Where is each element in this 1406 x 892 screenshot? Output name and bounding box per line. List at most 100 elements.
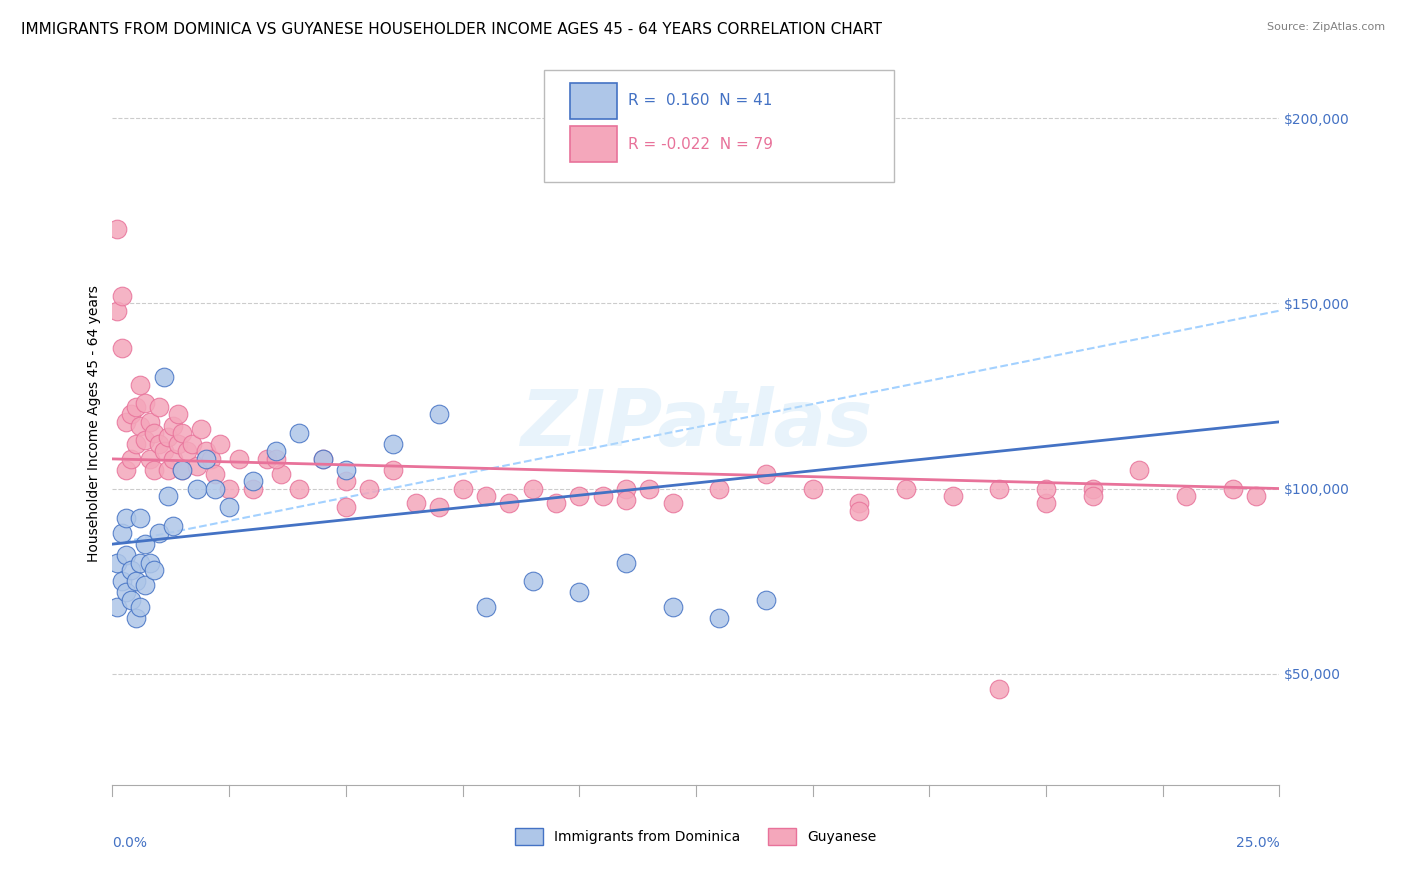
Point [153,370,176,384]
Point [1081,489,1104,503]
Point [614,492,637,507]
Point [115,415,138,429]
Point [157,430,180,444]
Point [105,303,128,318]
Point [115,463,138,477]
Point [1175,489,1198,503]
Point [242,474,264,488]
Point [143,563,166,577]
Point [755,467,778,481]
Point [105,222,128,236]
Point [288,482,311,496]
Point [661,600,683,615]
Point [1081,482,1104,496]
Point [120,563,142,577]
Point [894,482,917,496]
Point [134,537,156,551]
Point [129,556,152,570]
Point [208,437,231,451]
Point [194,444,217,458]
Point [148,526,170,541]
Point [115,548,138,562]
Point [204,467,226,481]
Y-axis label: Householder Income Ages 45 - 64 years: Householder Income Ages 45 - 64 years [87,285,101,562]
Point [153,444,176,458]
Point [105,556,128,570]
Point [1128,463,1150,477]
Point [186,482,208,496]
Point [801,482,824,496]
Point [200,451,222,466]
Point [1222,482,1244,496]
Point [125,437,148,451]
Point [242,482,264,496]
Point [162,518,184,533]
Point [166,437,188,451]
Point [568,585,591,599]
Point [405,496,427,510]
Point [335,463,357,477]
Point [134,578,156,592]
Point [544,496,567,510]
Point [218,482,240,496]
Point [148,437,170,451]
Point [264,451,287,466]
Point [942,489,965,503]
Point [157,489,180,503]
Point [311,451,333,466]
Point [1244,489,1267,503]
Point [125,574,148,589]
Point [194,451,217,466]
Point [162,451,184,466]
Point [592,489,614,503]
Point [522,574,544,589]
Point [498,496,520,510]
Point [522,482,544,496]
Point [427,408,450,422]
Point [120,592,142,607]
Point [335,474,357,488]
Text: R = -0.022  N = 79: R = -0.022 N = 79 [628,136,773,152]
Point [638,482,661,496]
Text: Source: ZipAtlas.com: Source: ZipAtlas.com [1267,22,1385,32]
Point [148,400,170,414]
FancyBboxPatch shape [569,83,617,119]
Point [661,496,683,510]
Point [134,434,156,448]
Point [143,463,166,477]
Point [172,425,194,440]
Point [568,489,591,503]
Point [157,463,180,477]
Text: IMMIGRANTS FROM DOMINICA VS GUYANESE HOUSEHOLDER INCOME AGES 45 - 64 YEARS CORRE: IMMIGRANTS FROM DOMINICA VS GUYANESE HOU… [21,22,882,37]
Point [204,482,226,496]
Point [129,511,152,525]
Point [848,504,870,518]
Point [139,556,162,570]
Point [614,556,637,570]
Point [270,467,292,481]
Point [359,482,381,496]
Point [709,482,731,496]
Point [381,463,404,477]
FancyBboxPatch shape [569,126,617,162]
Point [988,482,1011,496]
Point [1035,496,1057,510]
Point [105,600,128,615]
Point [125,400,148,414]
FancyBboxPatch shape [544,70,894,182]
Legend: Immigrants from Dominica, Guyanese: Immigrants from Dominica, Guyanese [510,822,882,850]
Point [427,500,450,514]
Point [475,489,498,503]
Point [120,408,142,422]
Point [176,444,198,458]
Point [166,408,188,422]
Point [256,451,278,466]
Point [755,592,778,607]
Point [988,681,1011,696]
Point [172,463,194,477]
Point [190,422,212,436]
Point [1035,482,1057,496]
Point [451,482,474,496]
Point [111,289,134,303]
Point [115,585,138,599]
